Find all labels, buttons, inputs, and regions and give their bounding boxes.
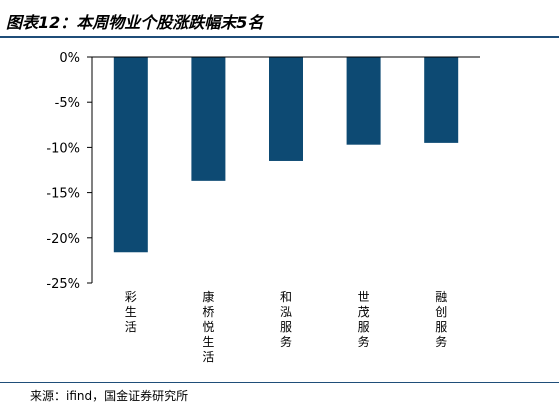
category-label: 康桥悦生活 [202, 289, 214, 364]
source-divider [0, 382, 559, 383]
category-label: 世茂服务 [358, 290, 370, 349]
y-tick-label: -10% [46, 141, 80, 156]
y-tick-label: -5% [55, 96, 80, 111]
source-note: 来源：ifind，国金证券研究所 [30, 389, 189, 403]
chart-title: 图表12：本周物业个股涨跌幅末5名 [6, 13, 264, 32]
title-bar: 图表12：本周物业个股涨跌幅末5名 [0, 6, 559, 38]
bar [191, 57, 226, 181]
bar [346, 57, 381, 145]
y-tick-label: -20% [46, 232, 80, 247]
y-tick-label: 0% [59, 51, 80, 66]
bar [269, 57, 303, 161]
category-label: 融创服务 [435, 290, 447, 349]
y-tick-label: -15% [46, 187, 80, 202]
y-tick-label: -25% [46, 277, 80, 292]
category-label: 彩生活 [125, 290, 137, 334]
bar [113, 57, 148, 253]
bar [424, 57, 459, 143]
title-divider [0, 36, 559, 38]
category-label: 和泓服务 [280, 290, 292, 349]
bar-chart: 0% -5% -10% -15% -20% -25% 彩生活 康桥悦生活 和泓服务 世茂服务 融创服… [46, 51, 480, 364]
